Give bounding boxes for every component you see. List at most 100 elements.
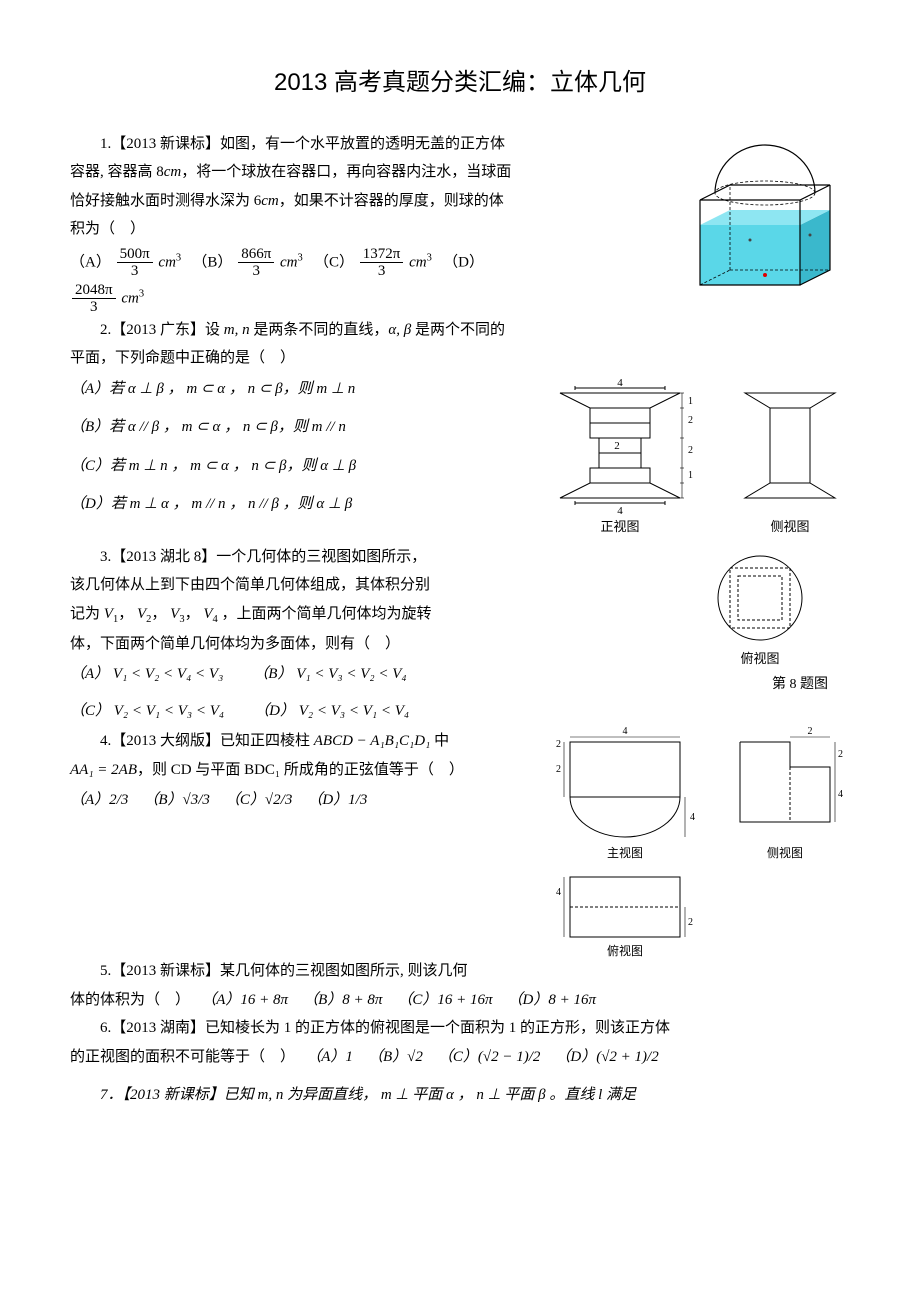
q3-row: 3.【2013 湖北 8】一个几何体的三视图如图所示， 该几何体从上到下由四个简… — [70, 543, 850, 727]
q2-optB: （B）若 α // β ， m ⊂ α ， n ⊂ β，则 m // n — [70, 413, 528, 442]
q3-V2: V — [137, 606, 146, 622]
q2-mn: m, n — [224, 322, 250, 338]
q1-optD: （D） — [443, 254, 484, 270]
svg-text:2: 2 — [688, 917, 693, 928]
svg-text:1: 1 — [688, 470, 693, 481]
q5-line2: 体的体积为（ ） （A）16 + 8π （B）8 + 8π （C）16 + 16… — [70, 986, 850, 1015]
q5-optC: （C）16 + 16π — [397, 992, 492, 1008]
q3-line4: 体，下面两个简单几何体均为多面体，则有（ ） — [70, 630, 688, 659]
q5-figure: 4 2 2 4 主视图 2 4 2 侧视图 — [550, 727, 850, 957]
q1-cm3b: cm — [280, 254, 298, 270]
q4-row: 4.【2013 大纲版】已知正四棱柱 ABCD − A₁B₁C₁D₁ 中 AA₁… — [70, 727, 850, 957]
q1-optA: （A） — [70, 254, 111, 270]
q3-optsAB: （A） V₁ < V₂ < V₄ < V₃ （B） V₁ < V₃ < V₂ <… — [70, 660, 688, 689]
q2-s2: 是两条不同的直线， — [250, 322, 389, 338]
q1-line4: 积为（ ） — [70, 215, 668, 244]
q4-s3: AA₁ = 2AB — [70, 762, 137, 778]
q1-cm2: cm — [261, 193, 279, 209]
q1-fracC: 1372π3 — [360, 246, 404, 280]
svg-text:4: 4 — [838, 789, 843, 800]
q3-sep1: ， — [118, 606, 133, 622]
q3-V1: V — [104, 606, 113, 622]
q1-v2n: 866π — [238, 246, 274, 264]
q1-v1d: 3 — [117, 263, 153, 280]
q1-optC: （C） — [314, 254, 354, 270]
q3-line1: 3.【2013 湖北 8】一个几何体的三视图如图所示， — [70, 543, 688, 572]
q3-s4: 4 — [213, 614, 218, 625]
svg-text:2: 2 — [838, 749, 843, 760]
svg-text:主视图: 主视图 — [607, 845, 643, 860]
q6-optD: （D）(√2 + 1)/2 — [555, 1049, 658, 1065]
q6-line1: 6.【2013 湖南】已知棱长为 1 的正方体的俯视图是一个面积为 1 的正方形… — [70, 1014, 850, 1043]
svg-text:4: 4 — [690, 812, 695, 823]
q2-optD: （D）若 m ⊥ α ， m // n ， n // β ，则 α ⊥ β — [70, 490, 528, 519]
q1-cm3d: cm — [121, 290, 139, 306]
svg-text:1: 1 — [688, 396, 693, 407]
q6-optA: （A）1 — [306, 1049, 353, 1065]
q2-row: （A）若 α ⊥ β ， m ⊂ α ， n ⊂ β，则 m ⊥ n （B）若 … — [70, 373, 850, 543]
q1-v4n: 2048π — [72, 282, 116, 300]
q7-stem: 7．【2013 新课标】已知 m, n 为异面直线， m ⊥ 平面 α ， n … — [100, 1087, 636, 1103]
q1-cm3c: cm — [409, 254, 427, 270]
q1-options: （A） 500π3 cm3 （B） 866π3 cm3 （C） 1372π3 c… — [70, 246, 668, 280]
q6-optC: （C）(√2 − 1)/2 — [438, 1049, 541, 1065]
q1-row: 1.【2013 新课标】如图，有一个水平放置的透明无盖的正方体 容器, 容器高 … — [70, 130, 850, 316]
q4-opts: （A）2/3 （B）√3/3 （C）√2/3 （D）1/3 — [70, 786, 538, 815]
q2-figure: 4 4 2 1 2 2 1 正视图 — [540, 373, 850, 543]
q4-optC: （C）√2/3 — [225, 792, 292, 808]
q3-optsCD: （C） V₂ < V₁ < V₃ < V₄ （D） V₂ < V₃ < V₁ <… — [70, 697, 688, 726]
q4-optB: （B）√3/3 — [143, 792, 210, 808]
q2-line2: 平面，下列命题中正确的是（ ） — [70, 344, 850, 373]
q4-s2: 中 — [430, 733, 449, 749]
q3-V4: V — [203, 606, 212, 622]
q4-abcd: ABCD − A₁B₁C₁D₁ — [314, 733, 431, 749]
q1-line1: 1.【2013 新课标】如图，有一个水平放置的透明无盖的正方体 — [70, 130, 668, 159]
q2-optA: （A）若 α ⊥ β ， m ⊂ α ， n ⊂ β，则 m ⊥ n — [70, 375, 528, 404]
side-label: 侧视图 — [770, 519, 809, 534]
q3-figure: 俯视图 第 8 题图 — [700, 543, 850, 703]
q5-s2: 体的体积为（ ） — [70, 992, 190, 1008]
q3-s3: 记为 — [70, 606, 100, 622]
q3-line3: 记为 V1， V2， V3， V4 ，上面两个简单几何体均为旋转 — [70, 600, 688, 630]
q5-line1: 5.【2013 新课标】某几何体的三视图如图所示, 则该几何 — [70, 957, 850, 986]
q2-line1: 2.【2013 广东】设 m, n 是两条不同的直线，α, β 是两个不同的 — [70, 316, 850, 345]
q4-line1: 4.【2013 大纲版】已知正四棱柱 ABCD − A₁B₁C₁D₁ 中 — [70, 727, 538, 756]
q3-line2: 该几何体从上到下由四个简单几何体组成，其体积分别 — [70, 571, 688, 600]
q1-lastopt: 2048π3 cm 3 — [70, 282, 668, 316]
q2-optA-t: （A）若 α ⊥ β ， m ⊂ α ， n ⊂ β，则 m ⊥ n — [70, 381, 355, 397]
q2-optC: （C）若 m ⊥ n ， m ⊂ α ， n ⊂ β，则 α ⊥ β — [70, 452, 528, 481]
q1-v4d: 3 — [72, 299, 116, 316]
q2-ab: α, β — [388, 322, 411, 338]
q3-s4t: ，上面两个简单几何体均为旋转 — [222, 606, 432, 622]
q2-optC-t: （C）若 m ⊥ n ， m ⊂ α ， n ⊂ β，则 α ⊥ β — [70, 458, 356, 474]
q5-optA: （A）16 + 8π — [201, 992, 288, 1008]
q1-l3a: 恰好接触水面时测得水深为 6 — [70, 193, 261, 209]
q1-figure — [680, 130, 850, 310]
q3-optA: （A） V₁ < V₂ < V₄ < V₃ — [70, 666, 223, 682]
svg-text:4: 4 — [617, 377, 623, 389]
q1-fracB: 866π3 — [238, 246, 274, 280]
svg-text:2: 2 — [688, 415, 693, 426]
q1-fracD: 2048π3 — [72, 282, 116, 316]
front-label: 正视图 — [600, 519, 639, 534]
svg-text:2: 2 — [614, 440, 620, 452]
q2-optB-t: （B）若 α // β ， m ⊂ α ， n ⊂ β，则 m // n — [70, 419, 346, 435]
q1-l2b: ，将一个球放在容器口，再向容器内注水，当球面 — [181, 164, 511, 180]
svg-text:2: 2 — [556, 764, 561, 775]
svg-text:4: 4 — [556, 887, 561, 898]
svg-text:2: 2 — [688, 445, 693, 456]
q6-optB: （B）√2 — [368, 1049, 423, 1065]
q1-line2: 容器, 容器高 8cm，将一个球放在容器口，再向容器内注水，当球面 — [70, 158, 668, 187]
q1-v3d: 3 — [360, 263, 404, 280]
q1-v3n: 1372π — [360, 246, 404, 264]
q7-line1: 7．【2013 新课标】已知 m, n 为异面直线， m ⊥ 平面 α ， n … — [70, 1081, 850, 1110]
svg-text:4: 4 — [623, 727, 628, 737]
q3-sep3: ， — [185, 606, 200, 622]
q3-sep2: ， — [151, 606, 166, 622]
q1-cm1: cm — [164, 164, 182, 180]
svg-text:侧视图: 侧视图 — [767, 845, 803, 860]
q5-optB: （B）8 + 8π — [303, 992, 382, 1008]
q4-optA: （A）2/3 — [70, 792, 128, 808]
q1-optB: （B） — [192, 254, 232, 270]
q6-line2: 的正视图的面积不可能等于（ ） （A）1 （B）√2 （C）(√2 − 1)/2… — [70, 1043, 850, 1072]
